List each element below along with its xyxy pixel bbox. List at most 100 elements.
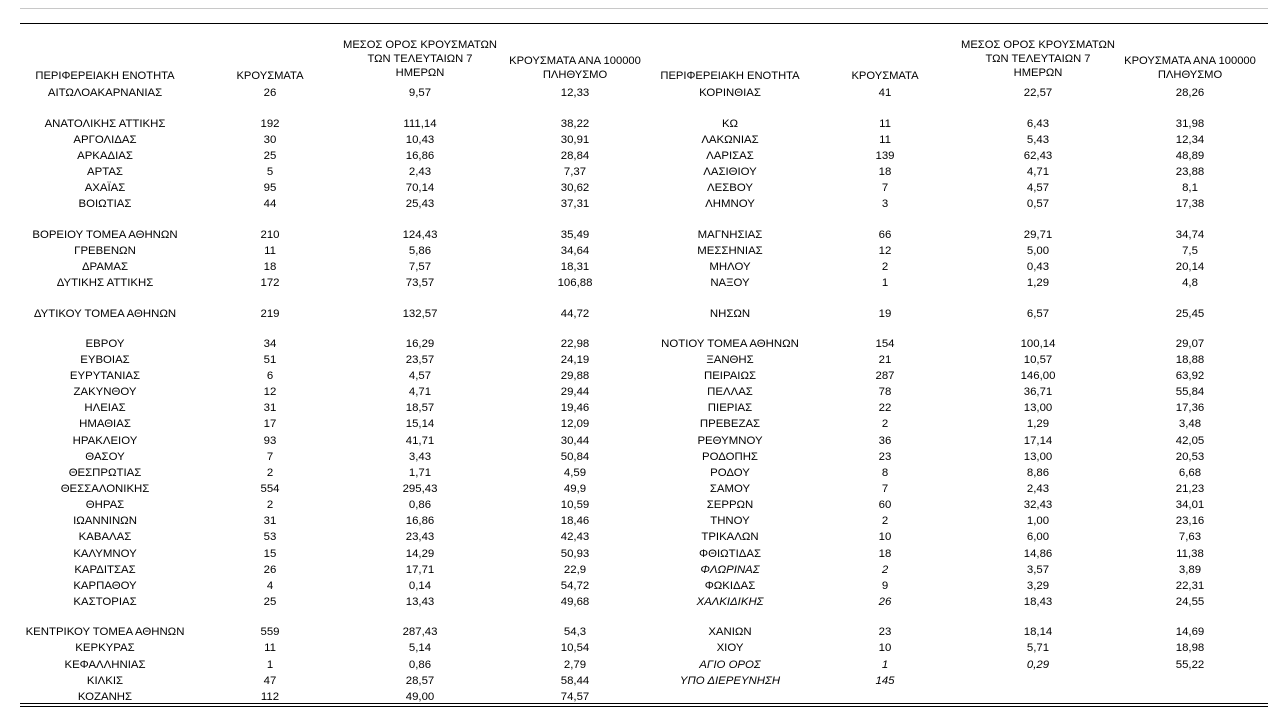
cell-avg7: 5,00: [1026, 245, 1050, 257]
cell-cases: 10: [878, 531, 892, 543]
cell-per100k: 18,46: [560, 515, 590, 527]
cell-cases: 93: [263, 435, 277, 447]
cell-cases: 26: [878, 596, 892, 608]
cell-per100k: 3,48: [1178, 418, 1202, 430]
cell-cases: 44: [263, 198, 277, 210]
table-row: ΒΟΙΩΤΙΑΣ 44 25,43 37,31: [0, 196, 1284, 212]
cell-avg7: 5,43: [1026, 134, 1050, 146]
table-row: ΡΕΘΥΜΝΟΥ 36 17,14 42,05: [0, 433, 1284, 449]
cell-cases: 554: [260, 483, 280, 495]
cell-avg7: 4,71: [408, 386, 432, 398]
cell-region: ΔΥΤΙΚΗΣ ΑΤΤΙΚΗΣ: [56, 277, 154, 289]
cell-cases: 11: [879, 118, 891, 130]
cell-cases: 4: [266, 580, 274, 592]
cell-per100k: 14,69: [1175, 626, 1205, 638]
cell-avg7: 22,57: [1023, 87, 1053, 99]
cell-per100k: 29,88: [560, 370, 590, 382]
cell-per100k: 19,46: [560, 402, 590, 414]
cell-avg7: 18,57: [405, 402, 435, 414]
table-row: ΚΙΛΚΙΣ 47 28,57 58,44: [0, 673, 1284, 689]
cell-per100k: 17,36: [1175, 402, 1205, 414]
cell-cases: 2: [881, 261, 889, 273]
cell-region: ΜΗΛΟΥ: [709, 261, 751, 273]
cell-per100k: 12,34: [1175, 134, 1205, 146]
cell-cases: 66: [878, 229, 892, 241]
table-row: ΚΩ 11 6,43 31,98: [0, 116, 1284, 132]
cell-per100k: 74,57: [560, 691, 590, 703]
cell-cases: 9: [881, 580, 889, 592]
cell-avg7: 18,43: [1023, 596, 1053, 608]
cell-avg7: 3,29: [1026, 580, 1050, 592]
table-row: ΚΕΡΚΥΡΑΣ 11 5,14 10,54: [0, 640, 1284, 656]
cell-per100k: 63,92: [1175, 370, 1205, 382]
cell-per100k: 42,43: [560, 531, 590, 543]
cell-region: ΘΗΡΑΣ: [85, 499, 125, 511]
cell-region: ΥΠΟ ΔΙΕΡΕΥΝΗΣΗ: [679, 675, 781, 687]
cell-region: ΗΛΕΙΑΣ: [84, 402, 126, 414]
cell-region: ΚΕΡΚΥΡΑΣ: [75, 642, 135, 654]
table-row: ΚΑΛΥΜΝΟΥ 15 14,29 50,93: [0, 546, 1284, 562]
cell-region: ΖΑΚΥΝΘΟΥ: [73, 386, 137, 398]
cell-per100k: 50,84: [560, 451, 590, 463]
cell-region: ΦΛΩΡΙΝΑΣ: [700, 564, 760, 576]
cell-region: ΠΡΕΒΕΖΑΣ: [699, 418, 761, 430]
cell-region: ΕΥΡΥΤΑΝΙΑΣ: [69, 370, 141, 382]
table-row: ΙΩΑΝΝΙΝΩΝ 31 16,86 18,46: [0, 513, 1284, 529]
cell-region: ΡΟΔΟΥ: [710, 467, 750, 479]
header-cases-left: ΚΡΟΥΣΜΑΤΑ: [236, 70, 304, 82]
table-row: ΛΑΣΙΘΙΟΥ 18 4,71 23,88: [0, 164, 1284, 180]
page-top-rule: [20, 8, 1268, 9]
table-row: ΚΟΡΙΝΘΙΑΣ 41 22,57 28,26: [0, 85, 1284, 101]
cell-per100k: 55,84: [1175, 386, 1205, 398]
cell-avg7: 13,00: [1023, 402, 1053, 414]
cell-avg7: 111,14: [403, 118, 437, 130]
cell-cases: 10: [878, 642, 892, 654]
cell-region: ΦΘΙΩΤΙΔΑΣ: [699, 548, 761, 560]
cell-region: ΑΡΤΑΣ: [87, 166, 123, 178]
cell-region: ΚΑΒΑΛΑΣ: [78, 531, 132, 543]
cell-cases: 8: [881, 467, 889, 479]
cell-region: ΑΓΙΟ ΟΡΟΣ: [699, 659, 761, 671]
header-avg7-left: ΜΕΣΟΣ ΟΡΟΣ ΚΡΟΥΣΜΑΤΩΝ ΤΩΝ ΤΕΛΕΥΤΑΙΩΝ 7 Η…: [343, 39, 497, 79]
table-row: ΖΑΚΥΝΘΟΥ 12 4,71 29,44: [0, 384, 1284, 400]
cell-avg7: 13,43: [405, 596, 435, 608]
cell-avg7: 49,00: [405, 691, 435, 703]
cell-avg7: 14,86: [1023, 548, 1053, 560]
cell-per100k: 17,38: [1175, 198, 1205, 210]
cell-cases: 12: [263, 386, 277, 398]
cell-per100k: 54,3: [563, 626, 587, 638]
cell-per100k: 28,26: [1175, 87, 1205, 99]
cell-avg7: 62,43: [1023, 150, 1053, 162]
table-row: ΚΕΦΑΛΛΗΝΙΑΣ 1 0,86 2,79: [0, 657, 1284, 673]
cell-avg7: 0,57: [1026, 198, 1050, 210]
cell-per100k: 23,88: [1175, 166, 1205, 178]
cell-avg7: 124,43: [402, 229, 438, 241]
cell-region: ΚΑΣΤΟΡΙΑΣ: [73, 596, 137, 608]
table-row: ΣΑΜΟΥ 7 2,43 21,23: [0, 481, 1284, 497]
cell-avg7: 9,57: [408, 87, 432, 99]
cell-cases: 154: [875, 338, 895, 350]
cell-region: ΚΕΦΑΛΛΗΝΙΑΣ: [64, 659, 146, 671]
cell-per100k: 6,68: [1178, 467, 1202, 479]
table-row: ΘΕΣΣΑΛΟΝΙΚΗΣ 554 295,43 49,9: [0, 481, 1284, 497]
cell-region: ΤΡΙΚΑΛΩΝ: [701, 531, 759, 543]
cell-region: ΓΡΕΒΕΝΩΝ: [74, 245, 136, 257]
cell-avg7: 70,14: [405, 182, 435, 194]
cell-avg7: 0,29: [1026, 659, 1050, 671]
header-cases-right: ΚΡΟΥΣΜΑΤΑ: [851, 70, 919, 82]
cell-cases: 287: [875, 370, 895, 382]
cell-avg7: 132,57: [402, 308, 438, 320]
cell-avg7: 10,43: [405, 134, 435, 146]
cell-region: ΠΕΙΡΑΙΩΣ: [703, 370, 757, 382]
cell-cases: 5: [266, 166, 274, 178]
table-row: ΧΙΟΥ 10 5,71 18,98: [0, 640, 1284, 656]
cell-cases: 18: [878, 548, 892, 560]
header-avg7-right: ΜΕΣΟΣ ΟΡΟΣ ΚΡΟΥΣΜΑΤΩΝ ΤΩΝ ΤΕΛΕΥΤΑΙΩΝ 7 Η…: [961, 39, 1115, 79]
cell-region: ΔΥΤΙΚΟΥ ΤΟΜΕΑ ΑΘΗΝΩΝ: [33, 308, 177, 320]
table-row: ΓΡΕΒΕΝΩΝ 11 5,86 34,64: [0, 243, 1284, 259]
table-row: ΑΧΑΪΑΣ 95 70,14 30,62: [0, 180, 1284, 196]
table-row: ΤΗΝΟΥ 2 1,00 23,16: [0, 513, 1284, 529]
cell-avg7: 7,57: [408, 261, 432, 273]
cell-avg7: 0,86: [408, 659, 432, 671]
cell-avg7: 1,29: [1026, 418, 1050, 430]
